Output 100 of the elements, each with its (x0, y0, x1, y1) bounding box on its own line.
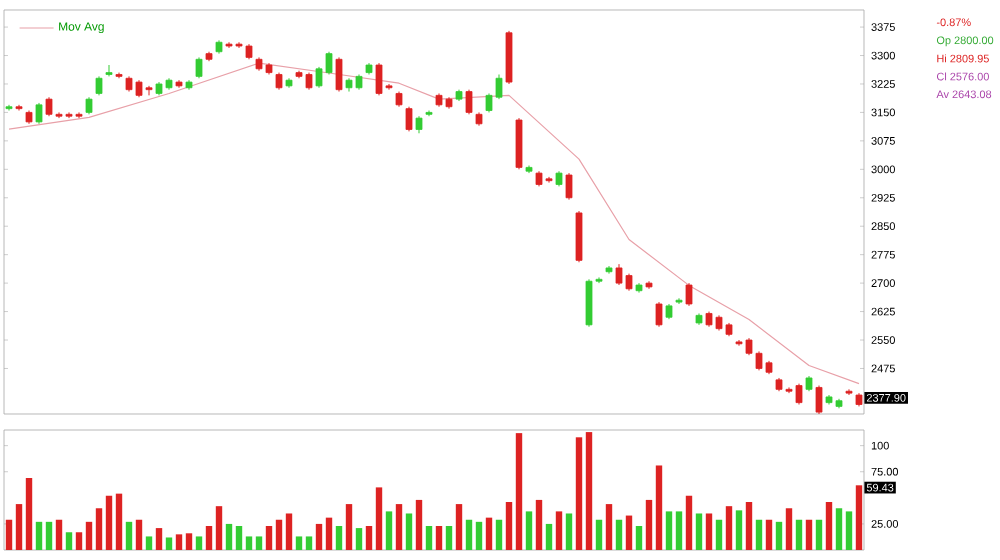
bar (225, 523, 233, 550)
bar (315, 523, 323, 550)
bar (405, 513, 413, 550)
bar (145, 536, 153, 550)
bar (215, 506, 223, 550)
bar (845, 511, 853, 550)
candlestick (335, 56, 343, 93)
bar (805, 519, 813, 550)
bar (545, 523, 553, 550)
bar (515, 433, 523, 550)
bar (665, 511, 673, 550)
bar (785, 508, 793, 550)
candlestick (405, 106, 413, 132)
bar (495, 519, 503, 550)
bar (465, 519, 473, 550)
bar (505, 502, 513, 550)
candlestick (815, 385, 823, 415)
bar (425, 526, 433, 550)
candlestick (515, 117, 523, 170)
bar (855, 485, 863, 550)
bar (355, 528, 363, 550)
candlestick (15, 104, 23, 112)
bar (745, 502, 753, 550)
bar (95, 508, 103, 550)
candlestick (5, 104, 13, 112)
bar (135, 519, 143, 550)
bar (35, 521, 43, 550)
candlestick (655, 301, 663, 328)
bar (265, 526, 273, 550)
bar (15, 504, 23, 550)
candlestick (465, 89, 473, 115)
line-series (8, 62, 860, 385)
candlestick (845, 388, 853, 396)
candlestick (35, 102, 43, 125)
bar (195, 536, 203, 550)
candlestick (105, 64, 113, 77)
candlestick (675, 297, 683, 305)
bar (275, 519, 283, 550)
bar (685, 495, 693, 550)
candlestick (565, 172, 573, 201)
bar (715, 519, 723, 550)
bar (255, 536, 263, 550)
bar (765, 519, 773, 550)
bar (755, 519, 763, 550)
bar (55, 519, 63, 550)
bar (615, 519, 623, 550)
bar (525, 511, 533, 550)
bar (205, 526, 213, 550)
bar (815, 519, 823, 550)
bar (65, 532, 73, 550)
bar (75, 532, 83, 550)
bar (775, 521, 783, 550)
candlestick (195, 56, 203, 79)
bar (705, 513, 713, 550)
bar (345, 504, 353, 550)
bar (675, 511, 683, 550)
bar (735, 510, 743, 550)
bar (485, 517, 493, 550)
bar (565, 513, 573, 550)
bar (155, 528, 163, 550)
bar (435, 526, 443, 550)
bar (595, 519, 603, 550)
bar (335, 526, 343, 550)
bar (475, 521, 483, 550)
candlestick (575, 210, 583, 263)
bar (165, 537, 173, 550)
bar (385, 511, 393, 550)
bar (375, 487, 383, 550)
bar (175, 534, 183, 550)
bar (365, 526, 373, 550)
bar (445, 526, 453, 550)
bar (105, 495, 113, 550)
bar (795, 519, 803, 550)
bar (45, 521, 53, 550)
bar (25, 478, 33, 550)
bar (535, 499, 543, 550)
bar (325, 517, 333, 550)
bar (5, 519, 13, 550)
bar (635, 526, 643, 550)
bar (305, 536, 313, 550)
bar (555, 511, 563, 550)
bar (235, 526, 243, 550)
bar (125, 521, 133, 550)
bar (85, 521, 93, 550)
bar (185, 533, 193, 550)
bar (245, 536, 253, 550)
bar (115, 493, 123, 550)
bar (655, 465, 663, 550)
bar (295, 536, 303, 550)
candlestick (95, 75, 103, 96)
bar (825, 502, 833, 550)
bar (725, 506, 733, 550)
bar (395, 504, 403, 550)
bar (575, 437, 583, 550)
bar (285, 513, 293, 550)
bar (695, 513, 703, 550)
bar (455, 504, 463, 550)
candlestick (685, 282, 693, 307)
bar (645, 499, 653, 550)
bar (835, 508, 843, 550)
